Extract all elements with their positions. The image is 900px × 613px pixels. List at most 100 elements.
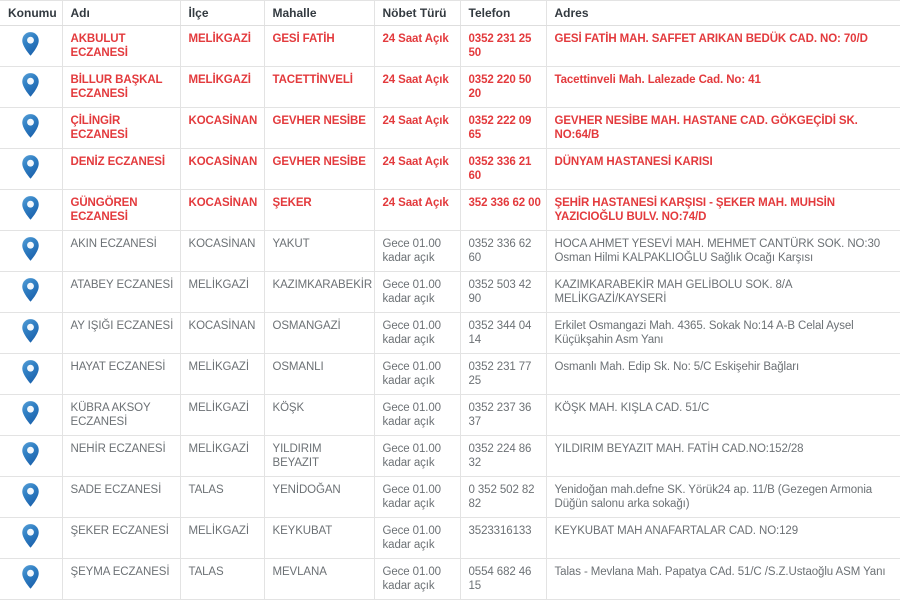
column-header-phone: Telefon bbox=[460, 0, 547, 26]
pharmacy-name-cell: BİLLUR BAŞKAL ECZANESİ bbox=[62, 66, 181, 108]
map-pin-icon[interactable] bbox=[21, 195, 40, 221]
neighborhood-cell: MEVLANA bbox=[264, 558, 375, 600]
map-pin-icon[interactable] bbox=[21, 564, 40, 590]
pharmacy-name-cell: HAYAT ECZANESİ bbox=[62, 353, 181, 395]
location-cell bbox=[0, 435, 63, 477]
column-header-district: İlçe bbox=[180, 0, 265, 26]
pharmacy-row: AKBULUT ECZANESİ MELİKGAZİ GESİ FATİH 24 Sa… bbox=[0, 25, 900, 67]
district-cell: MELİKGAZİ bbox=[180, 66, 265, 108]
duty-type-cell: Gece 01.00 kadar açık bbox=[374, 230, 461, 272]
pharmacy-name-cell: AKIN ECZANESİ bbox=[62, 230, 181, 272]
district-cell: MELİKGAZİ bbox=[180, 517, 265, 559]
map-pin-icon[interactable] bbox=[21, 318, 40, 344]
phone-cell: 0352 231 77 25 bbox=[460, 353, 547, 395]
duty-type-cell: Gece 01.00 kadar açık bbox=[374, 353, 461, 395]
column-header-duty_type: Nöbet Türü bbox=[374, 0, 461, 26]
district-cell: KOCASİNAN bbox=[180, 230, 265, 272]
neighborhood-cell: YAKUT bbox=[264, 230, 375, 272]
pharmacy-row: AKIN ECZANESİ KOCASİNAN YAKUT Gece 01.00 ka… bbox=[0, 230, 900, 272]
phone-cell: 0352 237 36 37 bbox=[460, 394, 547, 436]
pharmacy-row: KÜBRA AKSOY ECZANESİ MELİKGAZİ KÖŞK Gece 01… bbox=[0, 394, 900, 436]
column-header-neighborhood: Mahalle bbox=[264, 0, 375, 26]
address-cell: Erkilet Osmangazi Mah. 4365. Sokak No:14… bbox=[546, 312, 900, 354]
map-pin-icon[interactable] bbox=[21, 72, 40, 98]
location-cell bbox=[0, 148, 63, 190]
phone-cell: 0352 344 04 14 bbox=[460, 312, 547, 354]
phone-cell: 352 336 62 00 bbox=[460, 189, 547, 231]
address-cell: KÖŞK MAH. KIŞLA CAD. 51/C bbox=[546, 394, 900, 436]
column-header-name: Adı bbox=[62, 0, 181, 26]
location-cell bbox=[0, 353, 63, 395]
location-cell bbox=[0, 558, 63, 600]
phone-cell: 0352 231 25 50 bbox=[460, 25, 547, 67]
map-pin-icon[interactable] bbox=[21, 277, 40, 303]
location-cell bbox=[0, 107, 63, 149]
location-cell bbox=[0, 66, 63, 108]
location-cell bbox=[0, 476, 63, 518]
pharmacy-name-cell: ÇİLİNGİR ECZANESİ bbox=[62, 107, 181, 149]
address-cell: Osmanlı Mah. Edip Sk. No: 5/C Eskişehir … bbox=[546, 353, 900, 395]
neighborhood-cell: YILDIRIM BEYAZIT bbox=[264, 435, 375, 477]
duty-type-cell: Gece 01.00 kadar açık bbox=[374, 517, 461, 559]
map-pin-icon[interactable] bbox=[21, 236, 40, 262]
address-cell: Tacettinveli Mah. Lalezade Cad. No: 41 bbox=[546, 66, 900, 108]
map-pin-icon[interactable] bbox=[21, 31, 40, 57]
district-cell: MELİKGAZİ bbox=[180, 25, 265, 67]
neighborhood-cell: ŞEKER bbox=[264, 189, 375, 231]
pharmacy-name-cell: KÜBRA AKSOY ECZANESİ bbox=[62, 394, 181, 436]
table-header: Konumu Adı İlçe Mahalle Nöbet Türü Telefon Adr… bbox=[0, 0, 900, 26]
location-cell bbox=[0, 517, 63, 559]
duty-type-cell: 24 Saat Açık bbox=[374, 107, 461, 149]
pharmacy-name-cell: AKBULUT ECZANESİ bbox=[62, 25, 181, 67]
location-cell bbox=[0, 312, 63, 354]
duty-type-cell: 24 Saat Açık bbox=[374, 25, 461, 67]
pharmacy-name-cell: ŞEKER ECZANESİ bbox=[62, 517, 181, 559]
neighborhood-cell: KEYKUBAT bbox=[264, 517, 375, 559]
phone-cell: 3523316133 bbox=[460, 517, 547, 559]
map-pin-icon[interactable] bbox=[21, 441, 40, 467]
neighborhood-cell: KAZIMKARABEKİR bbox=[264, 271, 375, 313]
map-pin-icon[interactable] bbox=[21, 359, 40, 385]
map-pin-icon[interactable] bbox=[21, 482, 40, 508]
pharmacy-row: ŞEYMA ECZANESİ TALAS MEVLANA Gece 01.00 kad… bbox=[0, 558, 900, 600]
district-cell: MELİKGAZİ bbox=[180, 435, 265, 477]
neighborhood-cell: KÖŞK bbox=[264, 394, 375, 436]
duty-type-cell: Gece 01.00 kadar açık bbox=[374, 271, 461, 313]
pharmacy-row: HAYAT ECZANESİ MELİKGAZİ OSMANLI Gece 01.00… bbox=[0, 353, 900, 395]
pharmacy-row: ATABEY ECZANESİ MELİKGAZİ KAZIMKARABEKİR Ge… bbox=[0, 271, 900, 313]
pharmacy-name-cell: DENİZ ECZANESİ bbox=[62, 148, 181, 190]
map-pin-icon[interactable] bbox=[21, 154, 40, 180]
phone-cell: 0 352 502 82 82 bbox=[460, 476, 547, 518]
neighborhood-cell: GEVHER NESİBE bbox=[264, 148, 375, 190]
duty-type-cell: 24 Saat Açık bbox=[374, 148, 461, 190]
address-cell: Talas - Mevlana Mah. Papatya CAd. 51/C /… bbox=[546, 558, 900, 600]
location-cell bbox=[0, 271, 63, 313]
pharmacy-table-body: AKBULUT ECZANESİ MELİKGAZİ GESİ FATİH 24 Sa… bbox=[0, 25, 900, 600]
address-cell: YILDIRIM BEYAZIT MAH. FATİH CAD.NO:152/2… bbox=[546, 435, 900, 477]
duty-type-cell: 24 Saat Açık bbox=[374, 189, 461, 231]
phone-cell: 0352 220 50 20 bbox=[460, 66, 547, 108]
pharmacy-name-cell: ŞEYMA ECZANESİ bbox=[62, 558, 181, 600]
district-cell: KOCASİNAN bbox=[180, 107, 265, 149]
pharmacy-name-cell: SADE ECZANESİ bbox=[62, 476, 181, 518]
pharmacy-row: AY IŞIĞI ECZANESİ KOCASİNAN OSMANGAZİ Gece … bbox=[0, 312, 900, 354]
phone-cell: 0554 682 46 15 bbox=[460, 558, 547, 600]
pharmacy-row: ÇİLİNGİR ECZANESİ KOCASİNAN GEVHER NESİBE 2… bbox=[0, 107, 900, 149]
neighborhood-cell: OSMANLI bbox=[264, 353, 375, 395]
map-pin-icon[interactable] bbox=[21, 113, 40, 139]
district-cell: KOCASİNAN bbox=[180, 148, 265, 190]
pharmacy-row: ŞEKER ECZANESİ MELİKGAZİ KEYKUBAT Gece 01.0… bbox=[0, 517, 900, 559]
duty-type-cell: Gece 01.00 kadar açık bbox=[374, 312, 461, 354]
map-pin-icon[interactable] bbox=[21, 400, 40, 426]
address-cell: DÜNYAM HASTANESİ KARISI bbox=[546, 148, 900, 190]
address-cell: GESİ FATİH MAH. SAFFET ARIKAN BEDÜK CAD.… bbox=[546, 25, 900, 67]
address-cell: KEYKUBAT MAH ANAFARTALAR CAD. NO:129 bbox=[546, 517, 900, 559]
pharmacy-name-cell: GÜNGÖREN ECZANESİ bbox=[62, 189, 181, 231]
district-cell: TALAS bbox=[180, 476, 265, 518]
pharmacy-name-cell: NEHİR ECZANESİ bbox=[62, 435, 181, 477]
pharmacy-name-cell: ATABEY ECZANESİ bbox=[62, 271, 181, 313]
column-header-location: Konumu bbox=[0, 0, 63, 26]
map-pin-icon[interactable] bbox=[21, 523, 40, 549]
phone-cell: 0352 224 86 32 bbox=[460, 435, 547, 477]
location-cell bbox=[0, 230, 63, 272]
